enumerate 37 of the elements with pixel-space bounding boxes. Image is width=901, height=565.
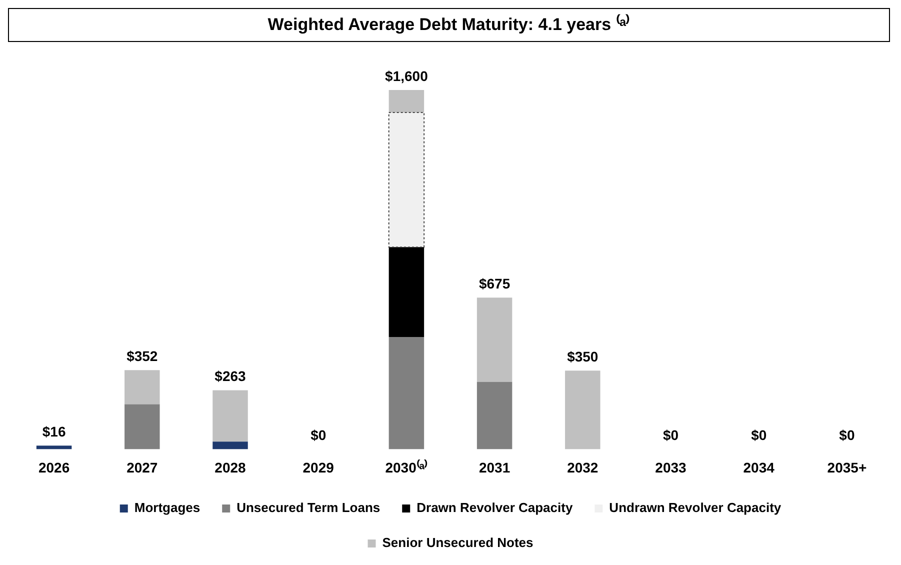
bar [212, 390, 248, 442]
legend-label: Drawn Revolver Capacity [416, 500, 574, 516]
annotation: $1,600 [385, 68, 428, 84]
x-tick-label: 2034 [743, 459, 775, 476]
legend-label: Mortgages [134, 500, 200, 516]
bar [388, 90, 424, 112]
bar [476, 382, 512, 450]
legend-label: Undrawn Revolver Capacity [609, 500, 782, 516]
annotation: $0 [751, 427, 767, 444]
bar [124, 370, 160, 404]
annotation: $0 [662, 427, 679, 444]
annotation: $675 [478, 276, 510, 292]
bar [36, 446, 72, 450]
annotation: $0 [310, 427, 326, 444]
bar [565, 370, 600, 450]
bar [388, 247, 424, 337]
bar [476, 298, 512, 382]
x-tick-label: 2031 [478, 459, 510, 476]
legend-label: Senior Unsecured Notes [382, 535, 534, 550]
x-tick-label: 2033 [655, 459, 687, 476]
x-tick-label: 2032 [567, 459, 598, 476]
annotation: $263 [214, 368, 246, 384]
x-tick-label: 2028 [214, 459, 246, 476]
legend-label: Unsecured Term Loans [236, 500, 380, 516]
bar [124, 404, 160, 450]
annotation: $352 [126, 348, 158, 364]
chart-title: Weighted Average Debt Maturity: 4.1 years ⁽ᵃ⁾ [8, 8, 890, 42]
x-tick-label: 2026 [38, 459, 70, 476]
annotation: $350 [567, 348, 598, 364]
x-tick-label: 2029 [302, 459, 334, 476]
annotation: $16 [42, 423, 66, 440]
bar [388, 336, 424, 450]
annotation: $0 [839, 427, 855, 444]
x-tick-label: 2030⁽ᵃ⁾ [385, 459, 428, 476]
bar [212, 442, 248, 450]
x-tick-label: 2027 [126, 459, 158, 476]
x-tick-label: 2035+ [827, 459, 867, 476]
